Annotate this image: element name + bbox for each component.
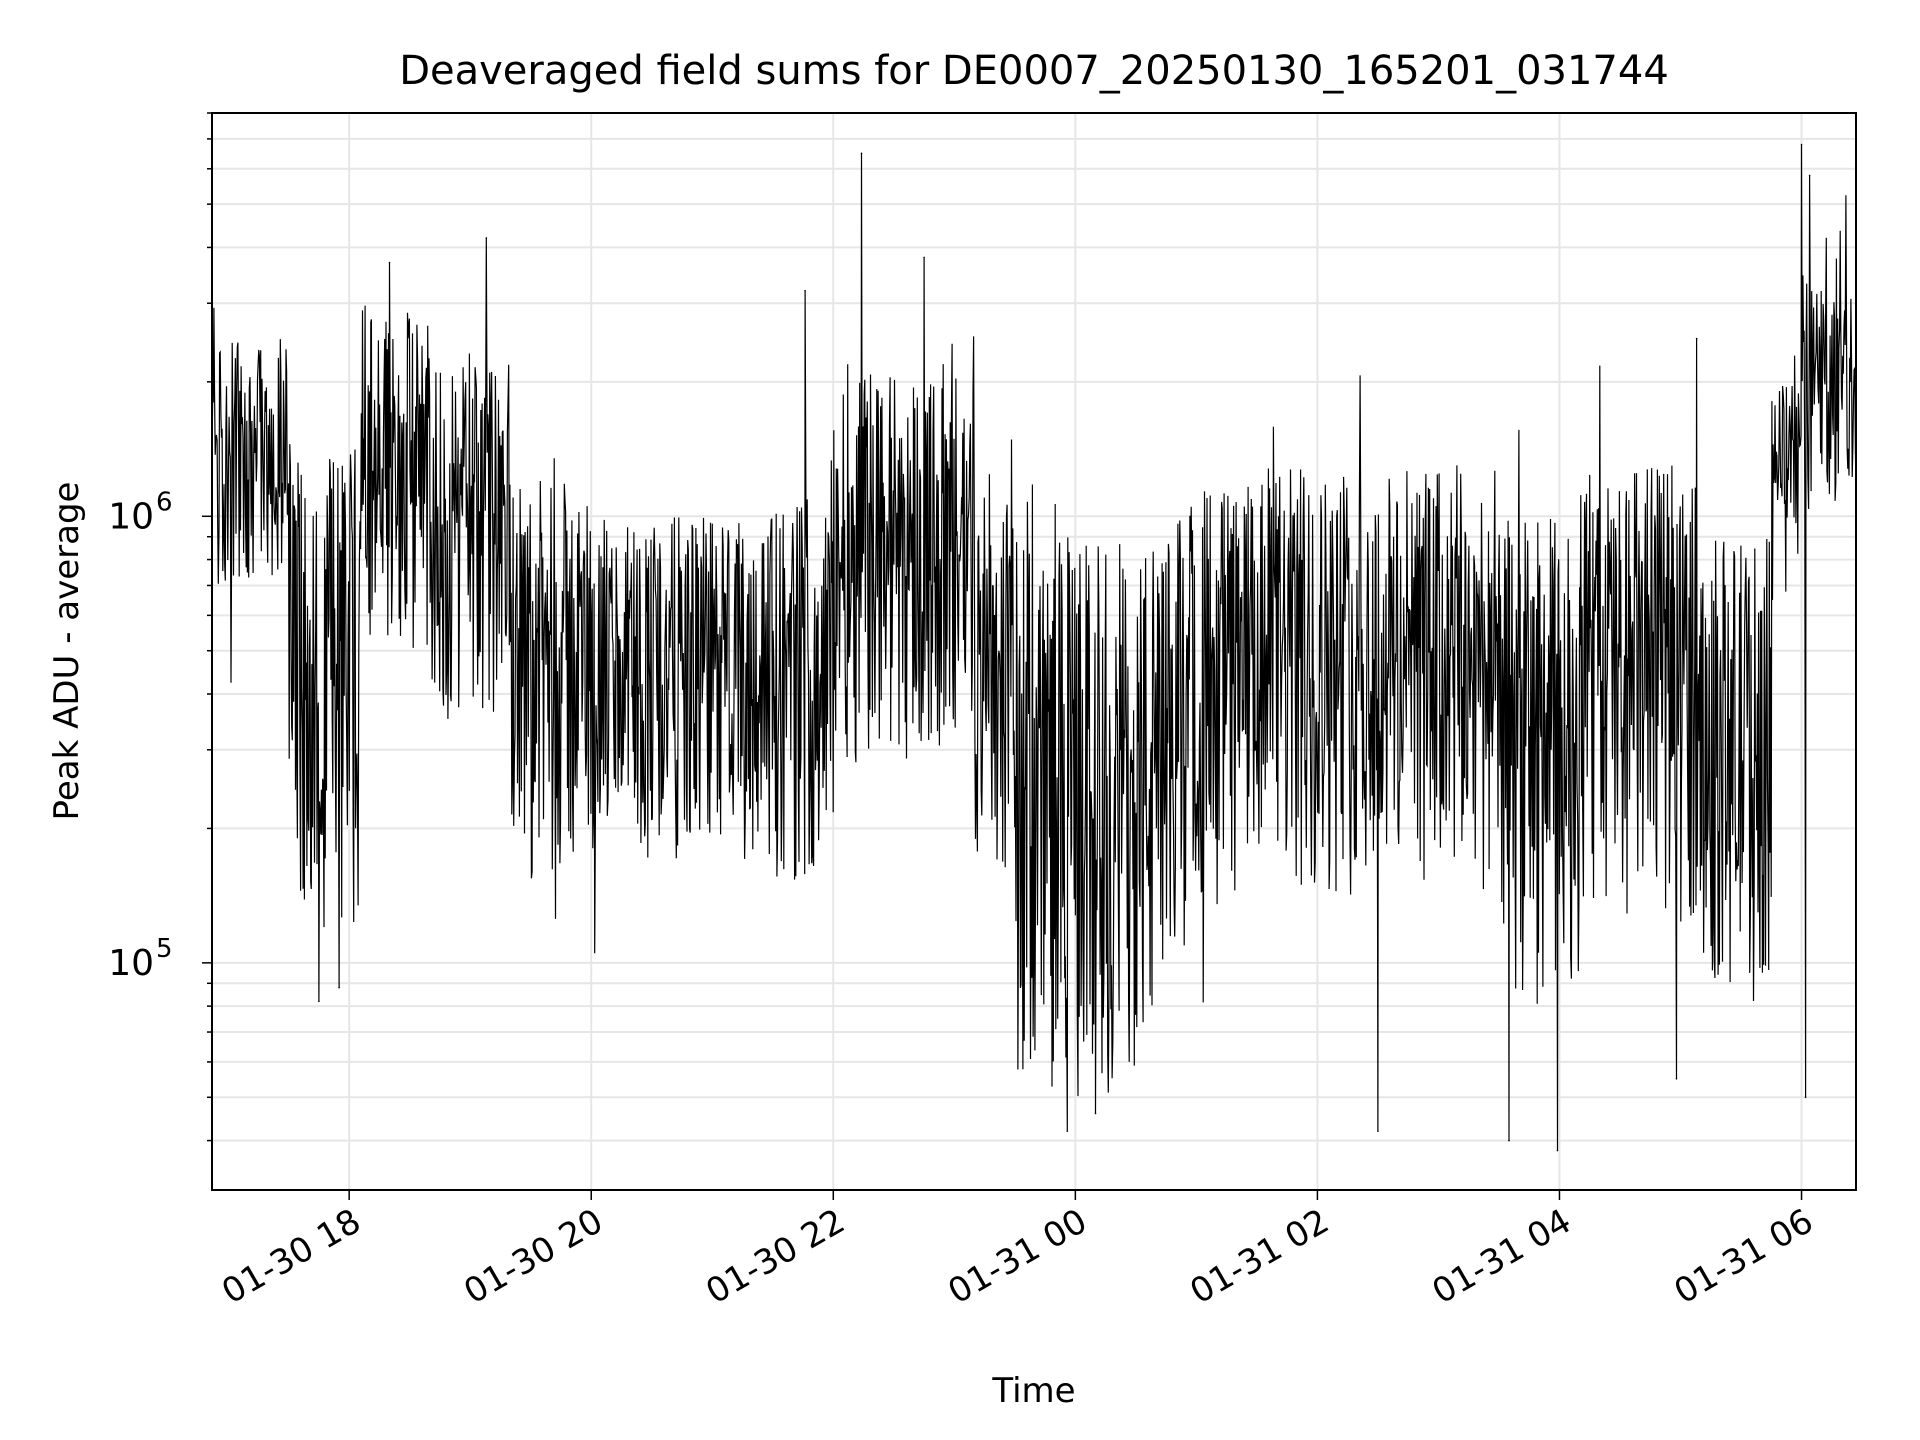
extreme-point xyxy=(1094,1112,1097,1115)
y-tick-label: 10 xyxy=(108,496,154,537)
y-axis-label: Peak ADU - average xyxy=(47,482,87,821)
x-axis-label: Time xyxy=(991,1371,1075,1411)
extreme-point xyxy=(1066,1130,1069,1132)
extreme-point xyxy=(1808,174,1811,177)
extreme-point xyxy=(923,256,925,259)
extreme-point xyxy=(318,1000,320,1003)
extreme-point xyxy=(338,986,340,989)
extreme-point xyxy=(1556,1149,1559,1152)
extreme-point xyxy=(860,152,863,155)
extreme-point xyxy=(1800,143,1803,146)
plot-area xyxy=(211,143,1857,1152)
y-tick-label-exponent: 5 xyxy=(156,934,173,964)
plot-frame xyxy=(211,112,1857,1191)
extreme-point xyxy=(804,289,806,292)
extreme-point xyxy=(1508,1139,1510,1142)
chart-title: Deaveraged field sums for DE0007_2025013… xyxy=(399,48,1669,94)
extreme-point xyxy=(1377,1130,1379,1132)
extreme-point xyxy=(1804,1096,1807,1099)
y-tick-label: 10 xyxy=(108,943,154,984)
extreme-point xyxy=(485,237,488,239)
extreme-point xyxy=(388,261,391,264)
extreme-point xyxy=(1695,337,1698,340)
extreme-point xyxy=(1675,1078,1678,1080)
series-line xyxy=(211,144,1857,1151)
y-tick-label-exponent: 6 xyxy=(156,487,173,517)
